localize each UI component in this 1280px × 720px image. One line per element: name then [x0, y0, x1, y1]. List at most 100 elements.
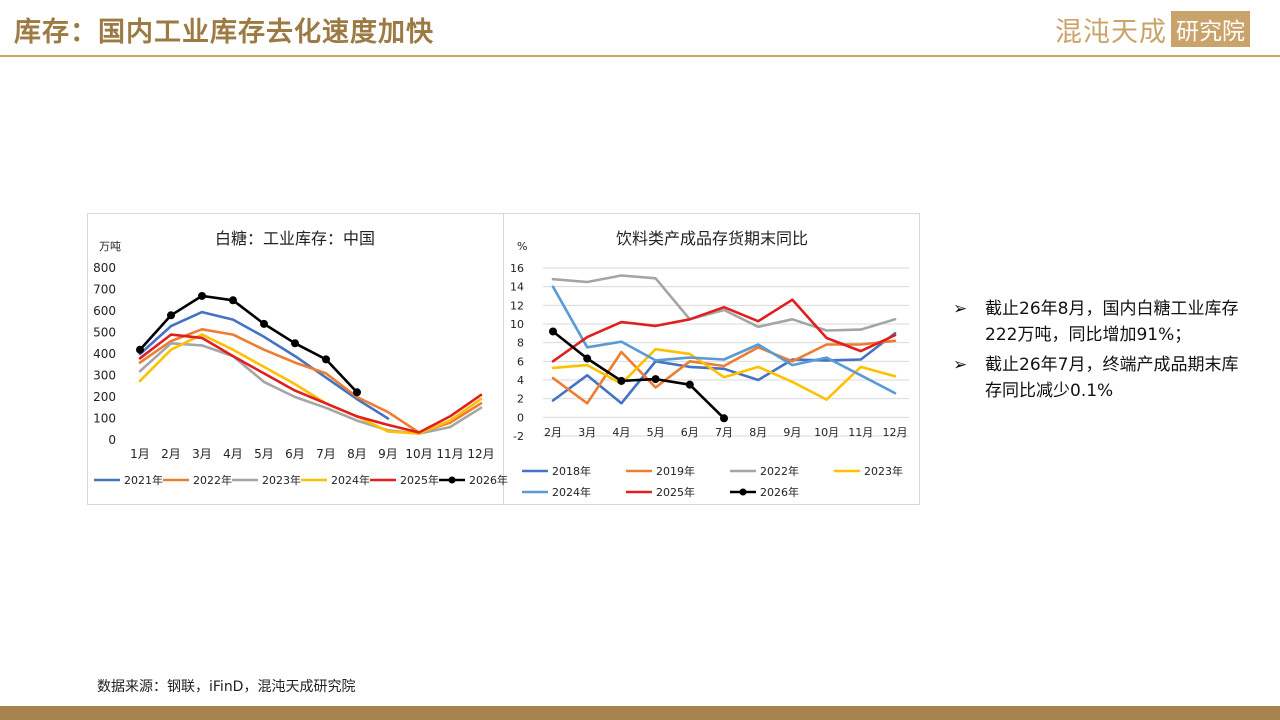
legend-label: 2018年	[552, 464, 591, 478]
data-point	[353, 388, 361, 397]
legend-label: 2019年	[656, 464, 695, 478]
series-line	[138, 333, 483, 434]
y-tick-label: 14	[510, 281, 524, 294]
data-point	[322, 355, 330, 364]
series-line	[551, 339, 897, 405]
x-tick-label: 6月	[285, 447, 305, 461]
x-tick-label: 2月	[161, 447, 181, 461]
data-point	[229, 296, 237, 305]
data-point	[685, 380, 694, 389]
legend-label: 2025年	[400, 473, 439, 487]
series-line	[138, 294, 359, 394]
y-tick-label: -2	[513, 430, 524, 443]
data-point	[291, 339, 299, 348]
bullet-text: 截止26年7月，终端产成品期末库存同比减少0.1%	[985, 355, 1239, 401]
y-tick-label: 10	[510, 318, 524, 331]
y-tick-label: 0	[517, 411, 524, 424]
data-point	[617, 376, 626, 385]
brand-institute: 研究院	[1171, 11, 1250, 47]
legend-label: 2024年	[552, 485, 591, 499]
y-tick-label: 700	[93, 283, 116, 297]
series-line	[551, 330, 726, 420]
x-tick-label: 4月	[612, 426, 630, 439]
series-line	[551, 332, 897, 405]
data-point	[198, 291, 206, 300]
data-point	[549, 327, 557, 336]
data-point	[583, 354, 592, 363]
legend-label: 2022年	[193, 473, 232, 487]
x-tick-label: 8月	[749, 426, 767, 439]
series-line	[138, 342, 483, 435]
series-line	[551, 274, 897, 332]
legend-marker	[739, 488, 747, 496]
legend-label: 2026年	[469, 473, 508, 487]
bullet-arrow-icon: ➢	[953, 355, 968, 375]
y-tick-label: 6	[517, 355, 524, 368]
y-tick-label: 2	[517, 393, 524, 406]
bullet-item: ➢ 截止26年8月，国内白糖工业库存222万吨，同比增加91%；	[953, 296, 1253, 348]
x-tick-label: 4月	[223, 447, 243, 461]
y-tick-label: 200	[93, 390, 116, 404]
x-tick-label: 12月	[883, 426, 908, 439]
x-tick-label: 7月	[316, 447, 336, 461]
x-tick-label: 9月	[378, 447, 398, 461]
x-tick-label: 11月	[848, 426, 873, 439]
x-tick-label: 12月	[467, 447, 494, 461]
series-line	[551, 285, 897, 395]
y-tick-label: 600	[93, 304, 116, 318]
y-tick-label: 400	[93, 347, 116, 361]
chart-title: 白糖：工业库存：中国	[215, 229, 375, 248]
y-tick-label: 4	[517, 374, 524, 387]
x-tick-label: 2月	[544, 426, 562, 439]
x-tick-label: 5月	[647, 426, 665, 439]
chart-title: 饮料类产成品存货期末同比	[616, 229, 808, 248]
y-tick-label: 0	[108, 433, 116, 447]
x-tick-label: 11月	[436, 447, 463, 461]
y-tick-label: 12	[510, 299, 524, 312]
legend-label: 2025年	[656, 485, 695, 499]
legend-label: 2026年	[760, 485, 799, 499]
y-tick-label: 500	[93, 326, 116, 340]
data-point	[651, 375, 660, 384]
data-point	[167, 311, 175, 320]
legend-label: 2021年	[124, 473, 163, 487]
brand-name: 混沌天成	[1055, 16, 1167, 48]
x-tick-label: 1月	[130, 447, 150, 461]
data-source: 数据来源：钢联，iFinD，混沌天成研究院	[97, 679, 356, 695]
y-axis-unit: %	[517, 240, 527, 253]
y-axis-unit: 万吨	[99, 240, 121, 253]
data-point	[260, 319, 268, 328]
y-tick-label: 300	[93, 369, 116, 383]
series-line	[551, 347, 897, 401]
bullet-text: 截止26年8月，国内白糖工业库存222万吨，同比增加91%；	[985, 299, 1239, 345]
bullet-item: ➢ 截止26年7月，终端产成品期末库存同比减少0.1%	[953, 352, 1253, 404]
page-title: 库存：国内工业库存去化速度加快	[14, 17, 434, 48]
x-tick-label: 3月	[578, 426, 596, 439]
header-divider	[0, 55, 1280, 57]
bullet-arrow-icon: ➢	[953, 299, 968, 319]
legend-label: 2024年	[331, 473, 370, 487]
x-tick-label: 9月	[783, 426, 801, 439]
series-line	[138, 333, 483, 435]
x-tick-label: 5月	[254, 447, 274, 461]
x-tick-label: 7月	[715, 426, 733, 439]
x-tick-label: 6月	[681, 426, 699, 439]
y-tick-label: 100	[93, 412, 116, 426]
data-point	[720, 414, 728, 423]
y-tick-label: 16	[510, 262, 524, 275]
series-line	[551, 298, 897, 363]
y-tick-label: 800	[93, 261, 116, 275]
legend-label: 2023年	[262, 473, 301, 487]
legend-marker	[448, 476, 456, 484]
x-tick-label: 10月	[814, 426, 839, 439]
legend-label: 2023年	[864, 464, 903, 478]
brand-logo: 混沌天成 研究院	[1055, 11, 1250, 48]
bullet-list: ➢ 截止26年8月，国内白糖工业库存222万吨，同比增加91%； ➢ 截止26年…	[953, 296, 1253, 408]
x-tick-label: 3月	[192, 447, 212, 461]
series-line	[138, 310, 390, 420]
x-tick-label: 8月	[347, 447, 367, 461]
legend-label: 2022年	[760, 464, 799, 478]
data-point	[136, 345, 144, 354]
x-tick-label: 10月	[405, 447, 432, 461]
